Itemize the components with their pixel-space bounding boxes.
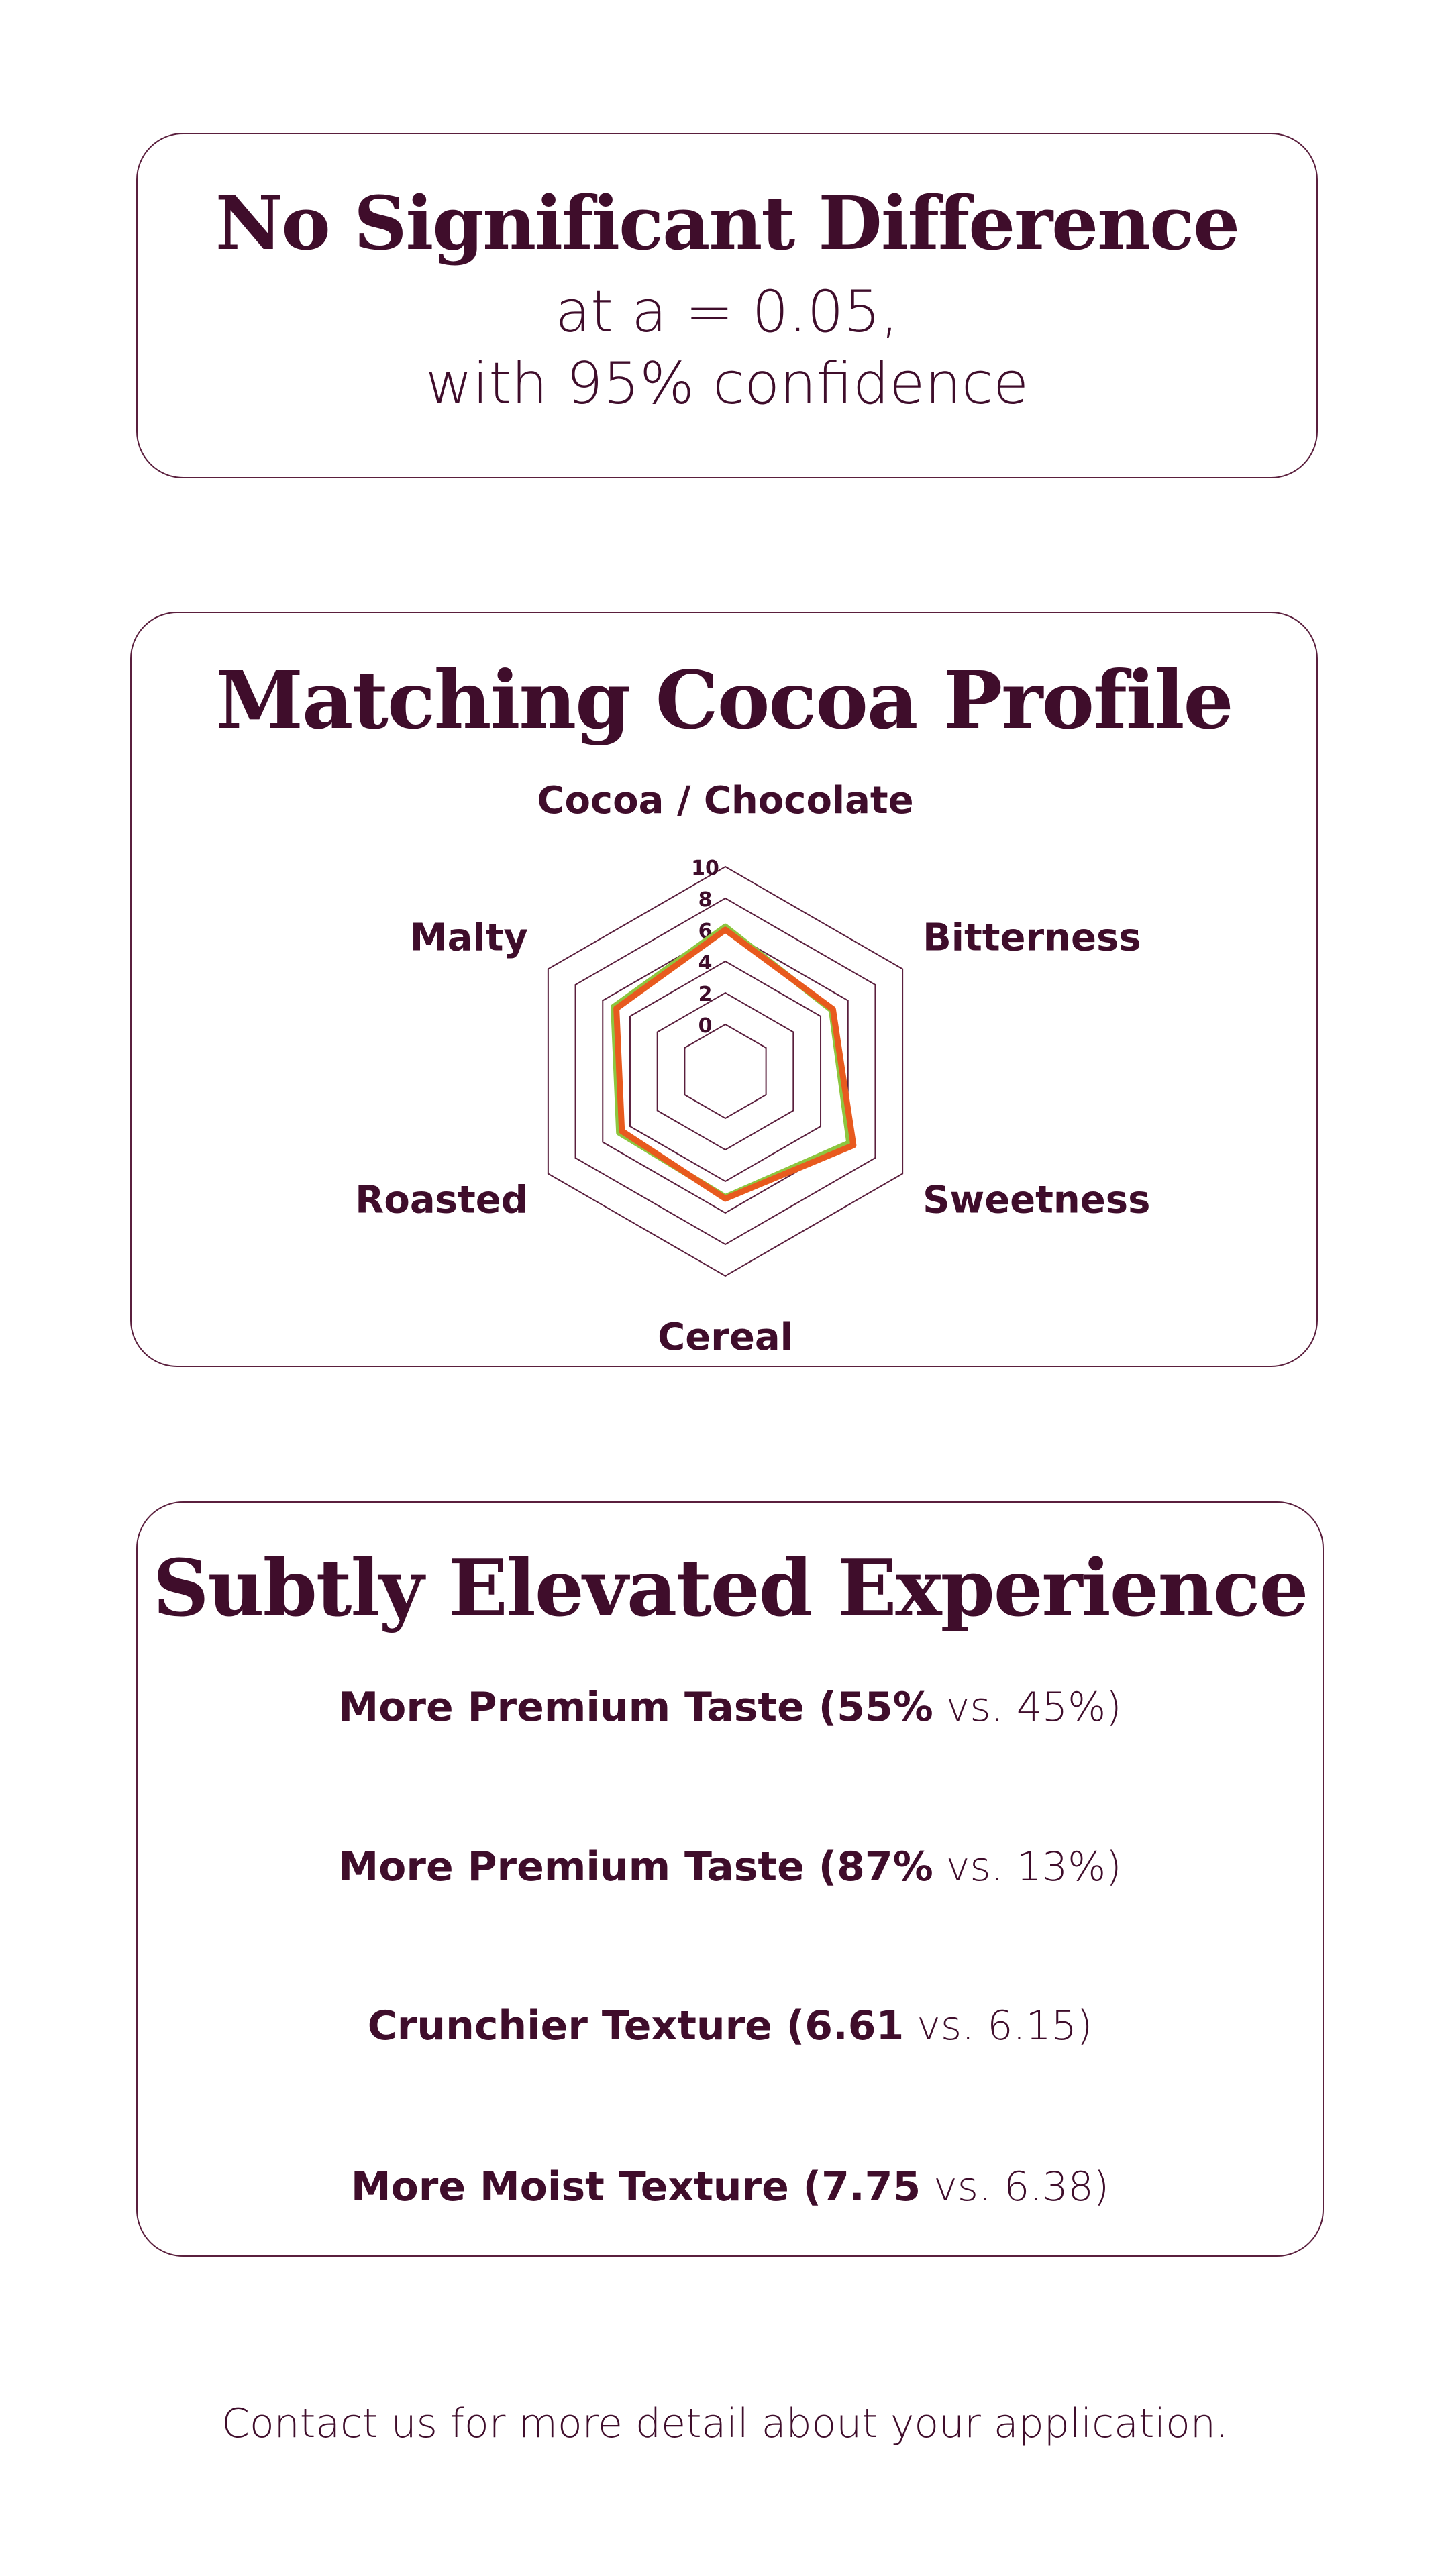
radar-grid-ring <box>547 865 904 1277</box>
radar-tick-label: 2 <box>698 983 713 1006</box>
radar-tick-label: 8 <box>698 888 713 912</box>
radar-grid-ring <box>629 960 822 1183</box>
radar-tick-label: 0 <box>698 1014 713 1038</box>
stat-label: Crunchier Texture ( <box>367 2002 805 2049</box>
stat-label: More Premium Taste ( <box>338 1684 837 1731</box>
stat-label: More Moist Texture ( <box>350 2163 822 2210</box>
radar-series-line <box>613 926 857 1202</box>
stat-value: 55% <box>837 1684 933 1731</box>
radar-tick-label: 4 <box>698 951 713 975</box>
cocoa-profile-title: Matching Cocoa Profile <box>215 653 1233 747</box>
contact-footer: Contact us for more detail about your ap… <box>221 2400 1229 2447</box>
radar-grid-ring <box>656 991 794 1151</box>
stat-value: 87% <box>837 1843 933 1890</box>
significance-card: No Significant Difference at a = 0.05, w… <box>136 133 1318 478</box>
experience-card: Subtly Elevated Experience More Premium … <box>136 1501 1324 2257</box>
radar-grid-ring <box>602 928 849 1214</box>
experience-title: Subtly Elevated Experience <box>152 1543 1309 1634</box>
stat-comparison: vs. 45%) <box>933 1684 1122 1731</box>
stat-comparison: vs. 6.38) <box>921 2163 1110 2210</box>
radar-axis-label: Cocoa / Chocolate <box>537 779 913 822</box>
stat-crunchier-texture: Crunchier Texture (6.61 vs. 6.15) <box>138 2002 1323 2049</box>
radar-axis-label: Malty <box>410 916 528 960</box>
radar-grid-ring <box>684 1023 767 1120</box>
radar-grid-ring <box>574 897 876 1246</box>
radar-series-line <box>611 923 853 1200</box>
stat-value: 7.75 <box>821 2163 921 2210</box>
stat-moist-texture: More Moist Texture (7.75 vs. 6.38) <box>138 2163 1323 2210</box>
stat-premium-taste-1: More Premium Taste (55% vs. 45%) <box>138 1684 1323 1731</box>
radar-axis-label: Bitterness <box>923 916 1141 960</box>
cocoa-profile-card: Matching Cocoa Profile 0 2 4 6 8 10 Cocoa / Ch… <box>130 612 1318 1367</box>
significance-title: No Significant Difference <box>215 180 1240 266</box>
confidence-text: with 95% confidence <box>425 350 1029 417</box>
stat-comparison: vs. 6.15) <box>904 2002 1093 2049</box>
alpha-text: at a = 0.05, <box>555 278 899 345</box>
stat-label: More Premium Taste ( <box>338 1843 837 1890</box>
stat-comparison: vs. 13%) <box>933 1843 1122 1890</box>
stat-value: 6.61 <box>805 2002 904 2049</box>
radar-axis-label: Roasted <box>355 1179 528 1222</box>
stat-premium-taste-2: More Premium Taste (87% vs. 13%) <box>138 1843 1323 1890</box>
radar-axis-label: Sweetness <box>923 1179 1150 1222</box>
radar-axis-label: Cereal <box>658 1316 793 1359</box>
radar-tick-label: 10 <box>691 857 719 880</box>
